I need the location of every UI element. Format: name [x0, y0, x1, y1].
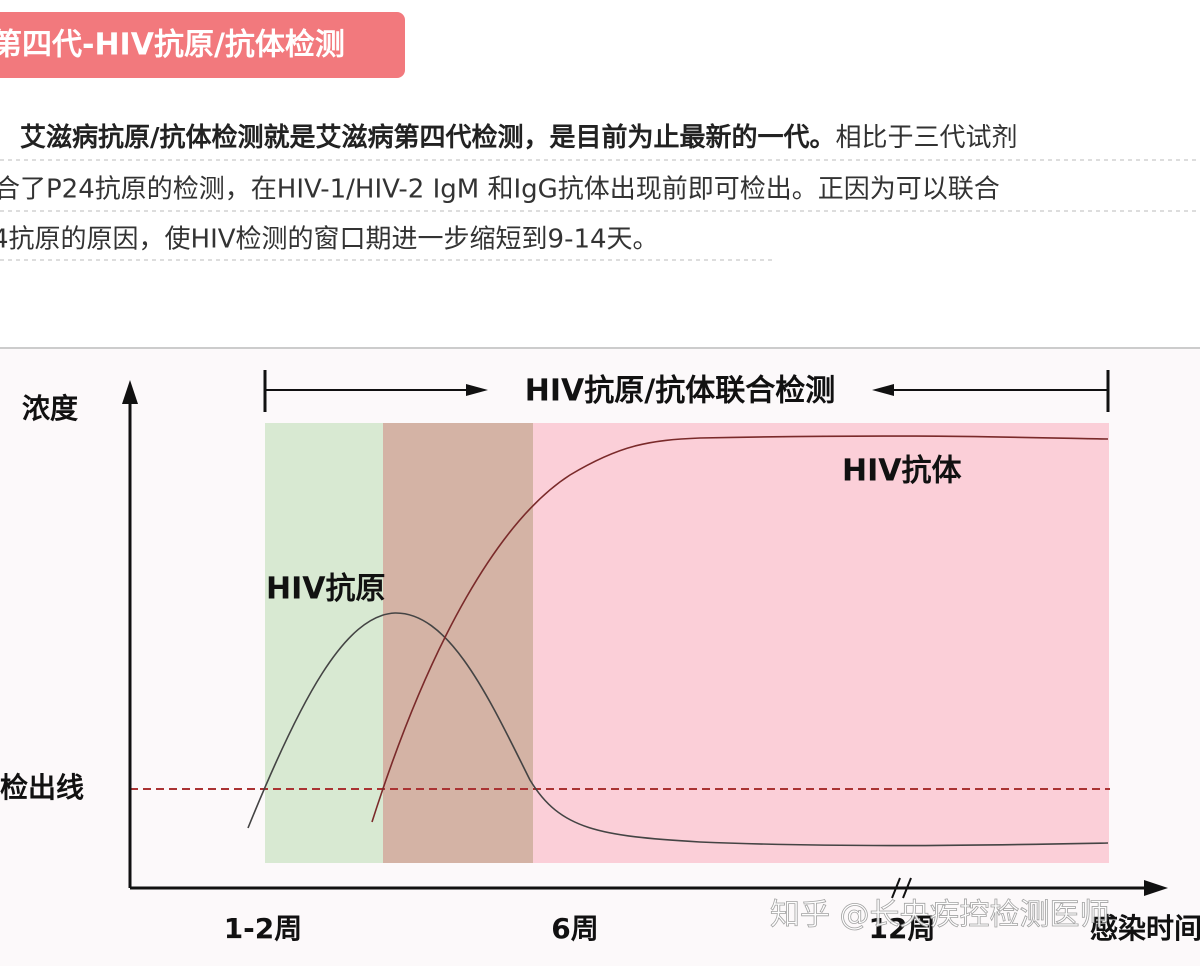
paragraph-line: 艾滋病抗原/抗体检测就是艾滋病第四代检测，是目前为止最新的一代。相比于三代试剂: [20, 122, 1018, 153]
axis-break: [902, 877, 912, 899]
x-label: 感染时间: [1090, 912, 1200, 945]
bracket-arrow: [466, 384, 488, 396]
antigen-curve: [247, 612, 1109, 847]
antibody-label: HIV抗体: [842, 454, 962, 489]
antigen-label: HIV抗原: [266, 572, 386, 607]
threshold-label: 检出线: [0, 771, 84, 804]
x-label: 12周: [869, 912, 936, 945]
bracket-arrow: [872, 384, 894, 396]
watermark: 知乎 @长央疾控检测医师: [770, 898, 1110, 933]
bold-text: 艾滋病抗原/抗体检测就是艾滋病第四代检测，是目前为止最新的一代。: [20, 122, 836, 153]
y-arrow: [122, 380, 138, 404]
range-label: HIV抗原/抗体联合检测: [525, 374, 835, 409]
zone-antibody: [533, 423, 1109, 863]
antibody-curve: [371, 435, 1109, 823]
x-label: 1-2周: [224, 912, 303, 945]
axis-break: [891, 877, 901, 899]
paragraph-line: 4抗原的原因，使HIV检测的窗口期进一步缩短到9-14天。: [0, 225, 659, 255]
zone-antigen: [265, 423, 383, 863]
zone-overlap: [383, 423, 533, 863]
y-axis-label: 浓度: [22, 392, 78, 425]
paragraph-line: 合了P24抗原的检测，在HIV-1/HIV-2 IgM 和IgG抗体出现前即可检…: [0, 175, 1000, 205]
header-tag: [0, 12, 405, 78]
x-arrow: [1144, 880, 1168, 896]
text: 相比于三代试剂: [836, 123, 1018, 153]
header-title: 第四代-HIV抗原/抗体检测: [0, 28, 345, 63]
x-label: 6周: [551, 912, 598, 945]
